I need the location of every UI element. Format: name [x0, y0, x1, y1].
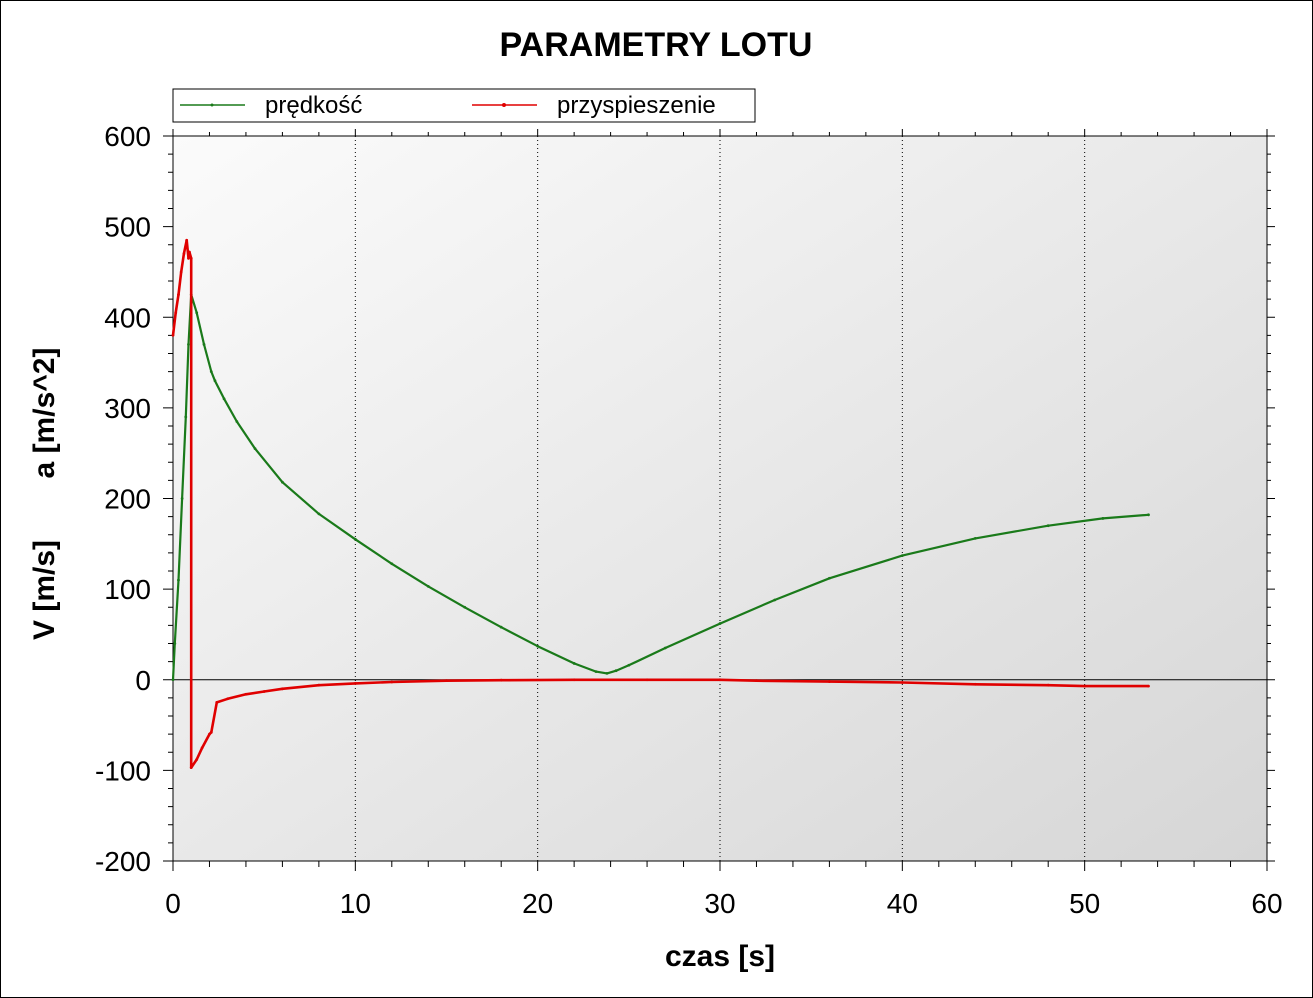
- data-point-przyspieszenie: [317, 683, 321, 687]
- data-point-przyspieszenie: [973, 682, 977, 686]
- data-point-przyspieszenie: [262, 690, 266, 693]
- legend-label-predkosc: prędkość: [265, 92, 362, 119]
- series-line-przyspieszenie: [171, 238, 1149, 770]
- data-point-przyspieszenie: [177, 293, 180, 296]
- data-point-przyspieszenie: [189, 256, 193, 260]
- data-point-predkosc: [536, 644, 540, 648]
- y-tick-label: 200: [104, 484, 151, 515]
- data-point-predkosc: [663, 646, 667, 650]
- y-tick-label: 300: [104, 393, 151, 424]
- data-point-przyspieszenie: [226, 697, 230, 701]
- data-point-przyspieszenie: [1147, 684, 1150, 688]
- data-point-predkosc: [213, 379, 217, 383]
- data-point-przyspieszenie: [281, 687, 284, 691]
- data-point-predkosc: [605, 672, 609, 675]
- data-point-przyspieszenie: [244, 692, 248, 696]
- data-point-predkosc: [209, 370, 213, 374]
- x-tick-label: 0: [165, 888, 181, 919]
- data-point-predkosc: [718, 622, 722, 625]
- data-point-predkosc: [1147, 513, 1150, 517]
- x-tick-label: 20: [522, 888, 553, 919]
- data-point-predkosc: [594, 670, 598, 673]
- legend-marker-predkosc: [210, 103, 214, 107]
- data-point-predkosc: [1101, 517, 1105, 520]
- series: [171, 238, 1150, 770]
- data-point-predkosc: [253, 447, 257, 451]
- data-point-predkosc: [353, 537, 357, 541]
- data-point-przyspieszenie: [900, 681, 904, 684]
- y-tick-label: -200: [95, 846, 151, 877]
- y-tick-label: 500: [104, 212, 151, 243]
- data-point-przyspieszenie: [208, 732, 211, 736]
- axes: 0 10 20 30 40 50 60 600 500 400 300 200 100 0 -100 -200: [95, 121, 1283, 919]
- data-point-przyspieszenie: [187, 256, 190, 260]
- x-tick-label: 10: [340, 888, 371, 919]
- x-tick-label: 50: [1069, 888, 1100, 919]
- data-point-przyspieszenie: [718, 678, 722, 682]
- data-point-predkosc: [1046, 524, 1050, 528]
- data-point-predkosc: [173, 642, 177, 645]
- data-point-predkosc: [499, 625, 503, 629]
- data-point-przyspieszenie: [445, 679, 448, 683]
- data-point-przyspieszenie: [755, 679, 758, 683]
- data-point-przyspieszenie: [353, 681, 357, 685]
- legend: prędkość przyspieszenie: [172, 88, 756, 123]
- data-point-przyspieszenie: [188, 250, 191, 254]
- x-tick-label: 40: [887, 888, 918, 919]
- data-point-predkosc: [177, 578, 180, 582]
- y-axis-title-velocity: V [m/s]: [28, 540, 61, 640]
- y-axis-title-acceleration: a [m/s^2]: [28, 348, 61, 479]
- data-point-przyspieszenie: [171, 333, 175, 337]
- y-tick-label: 100: [104, 574, 151, 605]
- legend-marker-przyspieszenie: [502, 103, 506, 107]
- y-tick-label: 600: [104, 121, 151, 152]
- data-point-przyspieszenie: [828, 680, 831, 683]
- data-point-przyspieszenie: [185, 238, 189, 242]
- data-point-przyspieszenie: [1046, 683, 1050, 687]
- y-tick-label: 0: [135, 665, 151, 696]
- data-point-przyspieszenie: [195, 758, 199, 761]
- data-point-predkosc: [390, 562, 394, 566]
- data-point-przyspieszenie: [645, 678, 649, 682]
- data-point-predkosc: [828, 576, 831, 580]
- data-point-predkosc: [900, 554, 904, 557]
- data-point-predkosc: [614, 669, 618, 673]
- data-point-przyspieszenie: [209, 730, 213, 734]
- data-point-predkosc: [317, 512, 321, 516]
- data-point-predkosc: [184, 415, 188, 419]
- y-tick-label: -100: [95, 755, 151, 786]
- data-point-predkosc: [627, 663, 631, 667]
- data-point-predkosc: [187, 343, 190, 346]
- data-point-predkosc: [235, 420, 239, 423]
- data-point-predkosc: [222, 397, 226, 401]
- data-point-przyspieszenie: [179, 270, 183, 274]
- legend-box: [172, 88, 756, 123]
- x-axis-title: czas [s]: [665, 940, 775, 973]
- data-point-predkosc: [426, 585, 430, 588]
- x-tick-label: 60: [1251, 888, 1282, 919]
- data-point-predkosc: [171, 678, 175, 682]
- data-point-predkosc: [202, 343, 206, 346]
- data-point-predkosc: [195, 311, 199, 315]
- data-point-przyspieszenie: [499, 678, 503, 682]
- legend-label-przyspieszenie: przyspieszenie: [557, 92, 716, 119]
- data-point-przyspieszenie: [572, 678, 576, 682]
- data-point-przyspieszenie: [1083, 684, 1087, 688]
- data-point-przyspieszenie: [390, 680, 394, 684]
- y-tick-label: 400: [104, 302, 151, 333]
- data-point-predkosc: [973, 536, 977, 540]
- data-point-przyspieszenie: [215, 701, 219, 704]
- data-point-przyspieszenie: [182, 252, 186, 256]
- chart-title: PARAMETRY LOTU: [500, 26, 813, 64]
- data-point-predkosc: [180, 497, 184, 500]
- data-point-predkosc: [463, 605, 467, 609]
- data-point-przyspieszenie: [189, 766, 193, 770]
- x-tick-label: 30: [704, 888, 735, 919]
- data-point-predkosc: [773, 598, 777, 602]
- data-point-predkosc: [572, 662, 576, 665]
- data-point-przyspieszenie: [174, 311, 178, 315]
- data-point-predkosc: [281, 480, 284, 484]
- data-point-przyspieszenie: [200, 746, 204, 750]
